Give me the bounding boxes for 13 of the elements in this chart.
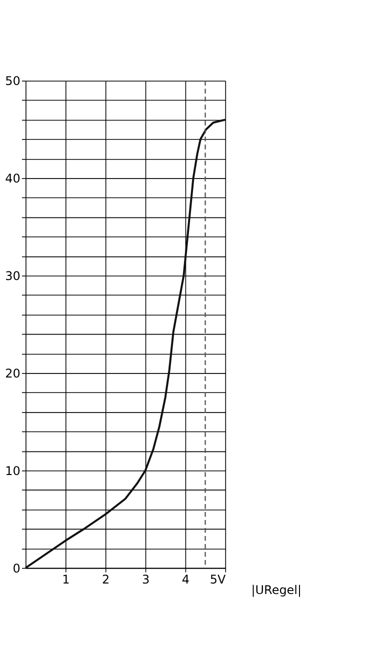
y-tick-label: 0: [12, 561, 20, 576]
y-tick-label: 50: [5, 74, 20, 88]
y-tick-label: 30: [5, 268, 20, 283]
x-tick-label: 4: [182, 572, 190, 586]
y-tick-label: 40: [5, 172, 20, 186]
x-tick-label: 2: [102, 572, 110, 586]
line-series: [24, 118, 226, 569]
x-tick-label: 3: [142, 572, 150, 586]
y-tick-label: 20: [5, 366, 20, 380]
x-axis-title: |URegel|: [251, 582, 302, 597]
x-tick-label: 5V: [210, 572, 226, 586]
y-tick-label: 10: [5, 464, 20, 478]
x-tick-label: 1: [62, 572, 70, 586]
